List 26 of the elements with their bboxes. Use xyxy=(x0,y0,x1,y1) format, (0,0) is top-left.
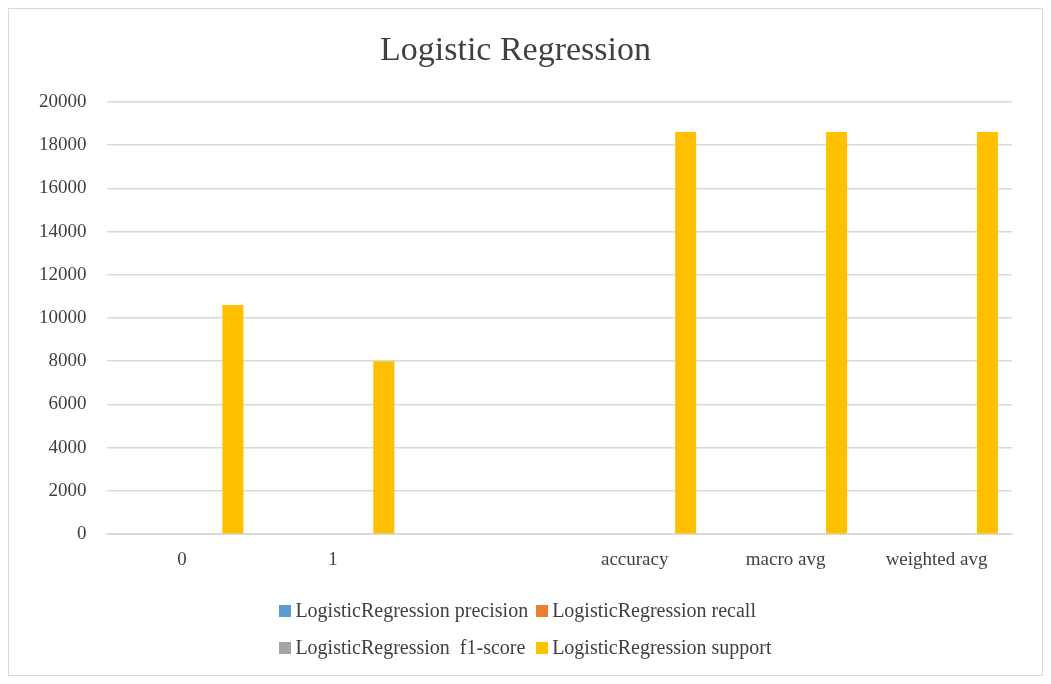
legend-label: LogisticRegression precision xyxy=(295,599,529,622)
x-tick-label: 0 xyxy=(177,547,187,569)
y-tick-label: 10000 xyxy=(39,305,87,327)
legend-label: LogisticRegression recall xyxy=(552,599,756,622)
legend-label: LogisticRegression support xyxy=(552,636,772,659)
bar xyxy=(826,132,848,534)
bar xyxy=(675,132,697,534)
y-tick-label: 20000 xyxy=(39,89,87,111)
y-tick-label: 2000 xyxy=(48,478,87,500)
y-tick-label: 0 xyxy=(77,522,87,544)
bar xyxy=(373,361,395,534)
y-tick-label: 16000 xyxy=(39,176,87,198)
bar xyxy=(976,132,998,534)
chart-title: Logistic Regression xyxy=(379,30,652,68)
y-tick-label: 18000 xyxy=(39,133,87,155)
y-tick-label: 6000 xyxy=(48,392,87,414)
x-tick-label: weighted avg xyxy=(885,547,988,569)
y-tick-label: 4000 xyxy=(48,435,87,457)
y-tick-label: 14000 xyxy=(39,219,87,241)
y-tick-label: 12000 xyxy=(39,262,87,284)
bar xyxy=(222,305,244,534)
x-tick-label: macro avg xyxy=(745,547,826,569)
legend-label: LogisticRegression f1-score xyxy=(295,636,526,659)
y-tick-label: 8000 xyxy=(48,349,87,371)
x-tick-label: 1 xyxy=(328,547,338,569)
x-tick-label: accuracy xyxy=(600,547,669,569)
